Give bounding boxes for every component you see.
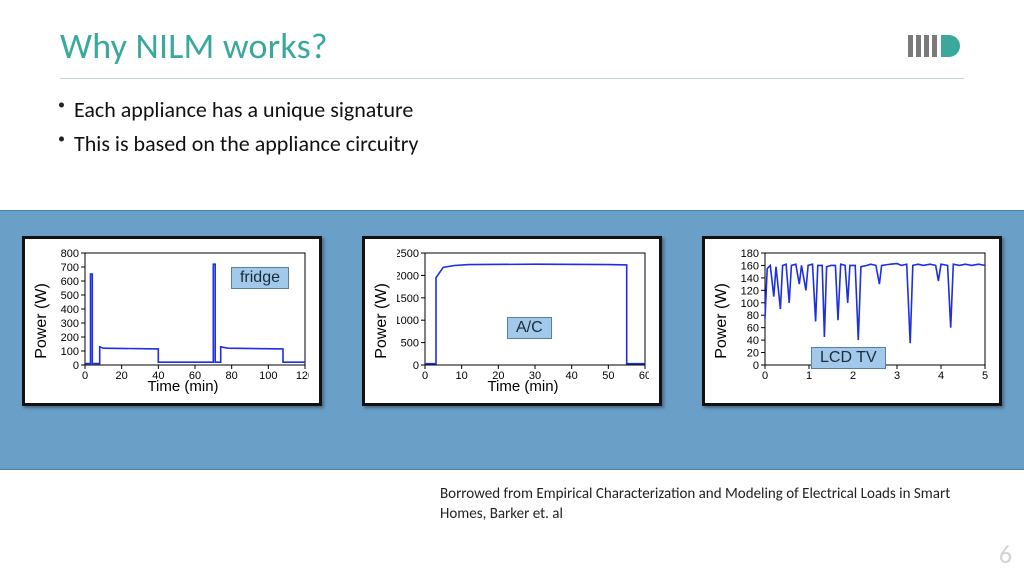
svg-text:700: 700 <box>61 262 79 274</box>
svg-text:100: 100 <box>61 346 79 358</box>
svg-text:100: 100 <box>259 370 277 382</box>
svg-text:180: 180 <box>741 249 759 260</box>
svg-text:120: 120 <box>296 370 309 382</box>
svg-text:60: 60 <box>747 323 759 335</box>
page-number: 6 <box>999 538 1012 570</box>
slide-title: Why NILM works? <box>60 24 328 68</box>
bullet-list: Each appliance has a unique signature Th… <box>0 79 1024 161</box>
svg-text:1500: 1500 <box>397 293 419 305</box>
svg-text:50: 50 <box>602 370 614 382</box>
svg-text:0: 0 <box>422 370 428 382</box>
chart-row: Power (W)0204060801001200100200300400500… <box>22 236 1002 406</box>
svg-text:1000: 1000 <box>397 315 419 327</box>
svg-text:2000: 2000 <box>397 270 419 282</box>
svg-text:0: 0 <box>413 360 419 372</box>
svg-text:2500: 2500 <box>397 249 419 260</box>
svg-text:200: 200 <box>61 332 79 344</box>
plot-area: 012345020406080100120140160180LCD TV <box>737 249 983 380</box>
logo-icon <box>908 33 964 59</box>
svg-text:0: 0 <box>753 360 759 372</box>
svg-text:5: 5 <box>982 370 988 382</box>
svg-text:100: 100 <box>741 298 759 310</box>
plot-area: 0204060801001200100200300400500600700800… <box>57 249 303 380</box>
bullet-item: Each appliance has a unique signature <box>74 93 964 127</box>
svg-text:1: 1 <box>806 370 812 382</box>
svg-text:3: 3 <box>894 370 900 382</box>
svg-text:0: 0 <box>73 360 79 372</box>
svg-text:80: 80 <box>747 310 759 322</box>
svg-text:300: 300 <box>61 318 79 330</box>
svg-text:160: 160 <box>741 260 759 272</box>
svg-text:800: 800 <box>61 249 79 260</box>
svg-text:20: 20 <box>492 370 504 382</box>
y-axis-label: Power (W) <box>373 283 391 359</box>
svg-text:120: 120 <box>741 285 759 297</box>
svg-text:140: 140 <box>741 273 759 285</box>
chart-panel: Power (W) 0 1 2 3 4 5 020406080100120140160180 L… <box>702 236 1002 406</box>
svg-text:80: 80 <box>226 370 238 382</box>
plot-area: 010203040506005001000150020002500A/C <box>397 249 643 380</box>
svg-text:500: 500 <box>401 338 419 350</box>
svg-text:500: 500 <box>61 290 79 302</box>
svg-text:30: 30 <box>529 370 541 382</box>
svg-text:0: 0 <box>82 370 88 382</box>
y-axis-label: Power (W) <box>713 283 731 359</box>
svg-text:0: 0 <box>762 370 768 382</box>
svg-text:2: 2 <box>850 370 856 382</box>
chart-legend: LCD TV <box>811 347 886 369</box>
bullet-item: This is based on the appliance circuitry <box>74 127 964 161</box>
slide: Why NILM works? Each appliance has a uni… <box>0 0 1024 576</box>
svg-text:10: 10 <box>456 370 468 382</box>
y-axis-label: Power (W) <box>33 283 51 359</box>
title-row: Why NILM works? <box>0 0 1024 68</box>
svg-text:400: 400 <box>61 304 79 316</box>
chart-panel: Power (W) 0 10 20 30 40 50 60 0 500 1000 1500 2000 25… <box>362 236 662 406</box>
svg-text:4: 4 <box>938 370 944 382</box>
svg-text:600: 600 <box>61 276 79 288</box>
chart-legend: fridge <box>231 267 289 289</box>
svg-text:40: 40 <box>152 370 164 382</box>
svg-text:40: 40 <box>566 370 578 382</box>
credit-text: Borrowed from Empirical Characterization… <box>440 484 960 525</box>
svg-text:40: 40 <box>747 335 759 347</box>
svg-text:60: 60 <box>189 370 201 382</box>
svg-text:20: 20 <box>116 370 128 382</box>
svg-text:20: 20 <box>747 348 759 360</box>
chart-legend: A/C <box>507 317 552 339</box>
chart-panel: Power (W)0204060801001200100200300400500… <box>22 236 322 406</box>
svg-text:60: 60 <box>639 370 649 382</box>
